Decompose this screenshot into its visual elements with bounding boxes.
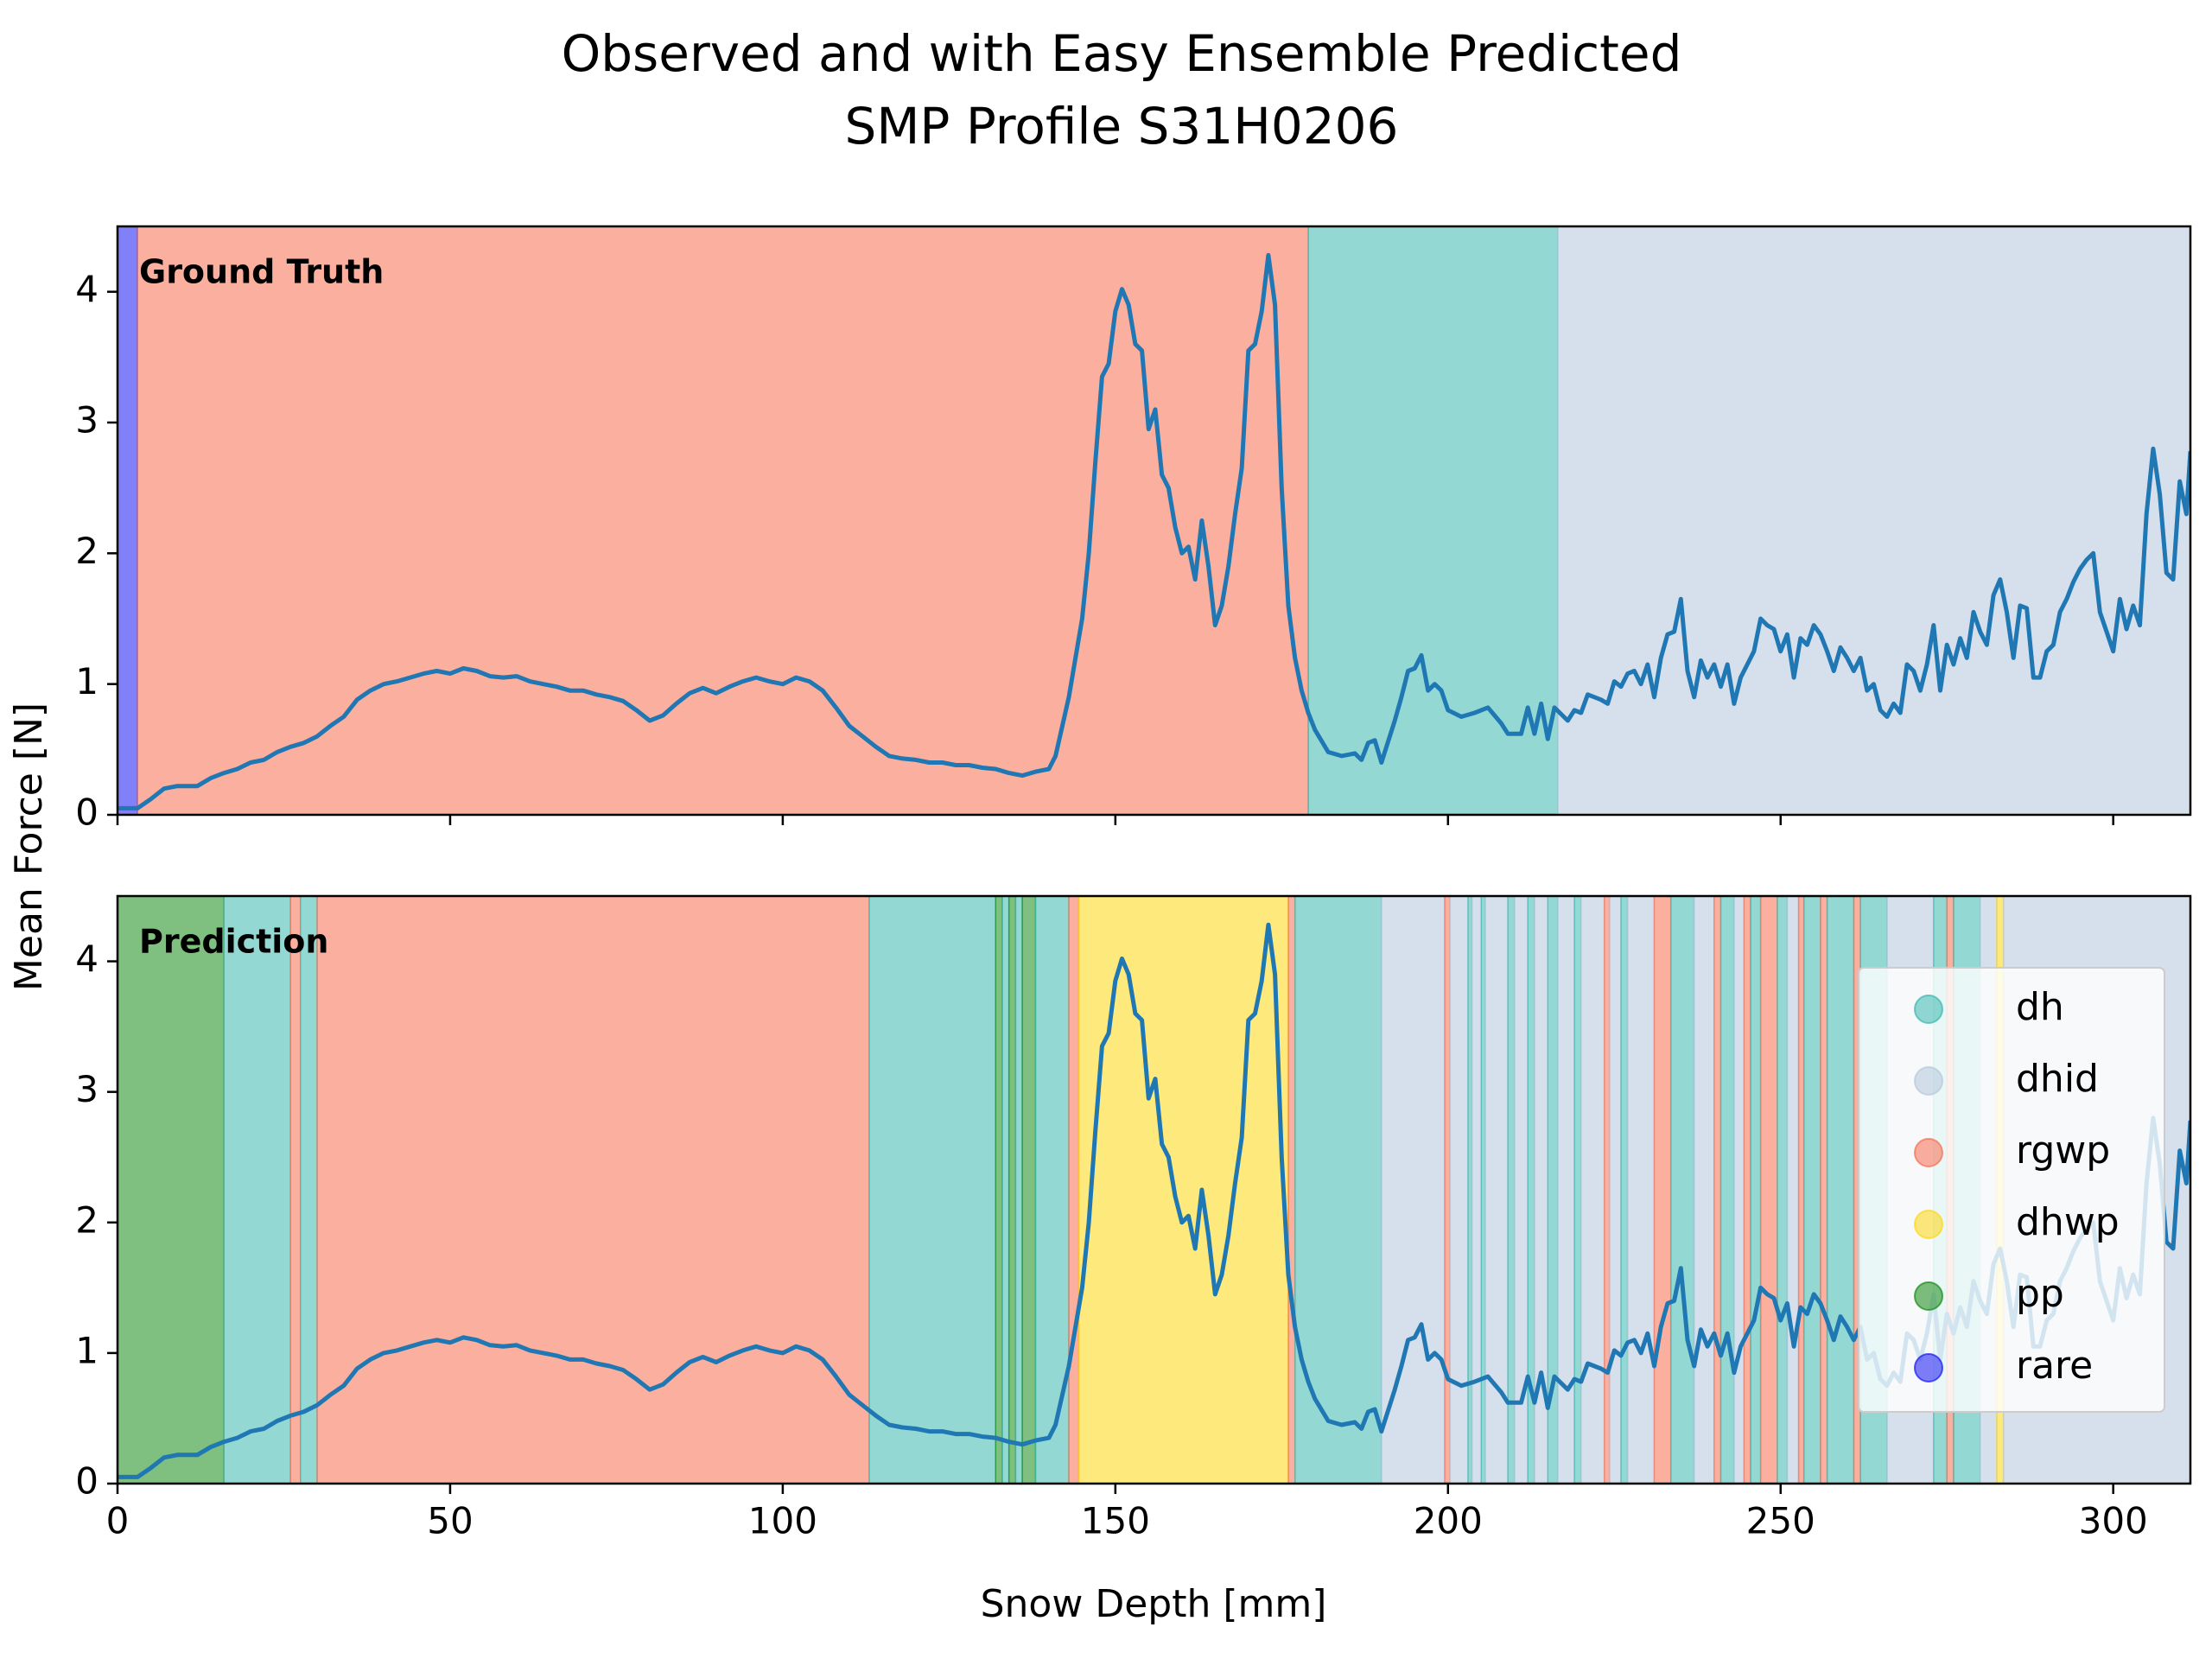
class-span [1609,896,1622,1484]
class-span [1287,896,1296,1484]
class-span [1007,896,1017,1484]
class-span [299,896,318,1484]
class-span [1620,896,1629,1484]
class-span [289,896,302,1484]
legend-label: dhwp [2016,1200,2120,1244]
x-tick-label: 300 [2079,1500,2148,1542]
legend-label: rare [2016,1344,2093,1388]
class-span [1068,896,1080,1484]
y-tick-label: 4 [75,938,99,980]
class-span [1001,896,1010,1484]
class-span [1719,896,1735,1484]
class-span [1797,896,1805,1484]
panel-label: Prediction [139,923,328,961]
class-span [1449,896,1469,1484]
class-span [1743,896,1751,1484]
class-span [1444,896,1451,1484]
legend-marker [1914,1210,1943,1239]
class-span [1653,896,1672,1484]
legend-marker [1914,995,1943,1024]
class-span [1820,896,1828,1484]
class-span [1713,896,1722,1484]
class-span [223,896,291,1484]
class-span [1786,896,1800,1484]
legend-label: rgwp [2016,1128,2110,1173]
class-span [1669,896,1695,1484]
class-span [1802,896,1821,1484]
legend-label: pp [2016,1272,2064,1316]
class-span [868,896,997,1484]
class-span [1471,896,1483,1484]
x-tick-label: 200 [1414,1500,1483,1542]
class-span [118,896,225,1484]
y-axis-label: Mean Force [N] [7,702,51,991]
y-tick-label: 0 [75,1460,99,1503]
legend-marker [1914,1281,1943,1311]
legend-marker [1914,1138,1943,1167]
class-span [1777,896,1789,1484]
class-span [1507,896,1516,1484]
class-span [1307,226,1559,815]
axes-frame [116,225,2192,817]
legend-label: dhid [2016,1057,2099,1101]
y-tick-label: 1 [75,1329,99,1371]
x-tick-label: 150 [1081,1500,1150,1542]
class-span [1077,896,1289,1484]
legend-label: dh [2016,985,2064,1029]
class-span [118,226,138,815]
class-span [1294,896,1382,1484]
chart-subtitle: SMP Profile S31H0206 [845,97,1399,156]
y-tick-label: 2 [75,1198,99,1241]
class-span [1826,896,1855,1484]
class-span [1014,896,1023,1484]
legend-marker [1914,1066,1943,1096]
y-tick-label: 3 [75,399,99,442]
class-span [1580,896,1605,1484]
plot-area [118,226,2190,815]
y-tick-label: 2 [75,530,99,572]
class-span [1693,896,1715,1484]
x-tick-label: 50 [427,1500,473,1542]
class-span [1759,896,1778,1484]
panel-label: Ground Truth [139,253,384,291]
legend-marker [1914,1353,1943,1382]
x-tick-label: 100 [748,1500,817,1542]
class-span [1573,896,1582,1484]
class-span [1733,896,1745,1484]
class-span [995,896,1003,1484]
x-tick-label: 250 [1746,1500,1815,1542]
class-span [1021,896,1037,1484]
legend-box [1858,967,2165,1413]
class-span [1750,896,1762,1484]
y-tick-label: 3 [75,1068,99,1110]
class-span [1603,896,1611,1484]
class-span [1626,896,1656,1484]
class-span [316,896,870,1484]
x-axis-label: Snow Depth [mm] [981,1582,1327,1626]
class-span [1557,896,1575,1484]
y-tick-label: 1 [75,660,99,702]
class-span [137,226,1309,815]
x-tick-label: 0 [106,1500,130,1542]
chart-title: Observed and with Easy Ensemble Predicte… [562,24,1682,83]
y-tick-label: 0 [75,791,99,834]
axes-frame [116,894,2192,1485]
force-line [118,252,2190,810]
y-tick-label: 4 [75,268,99,310]
class-span [1381,896,1446,1484]
class-span [1557,226,2190,815]
